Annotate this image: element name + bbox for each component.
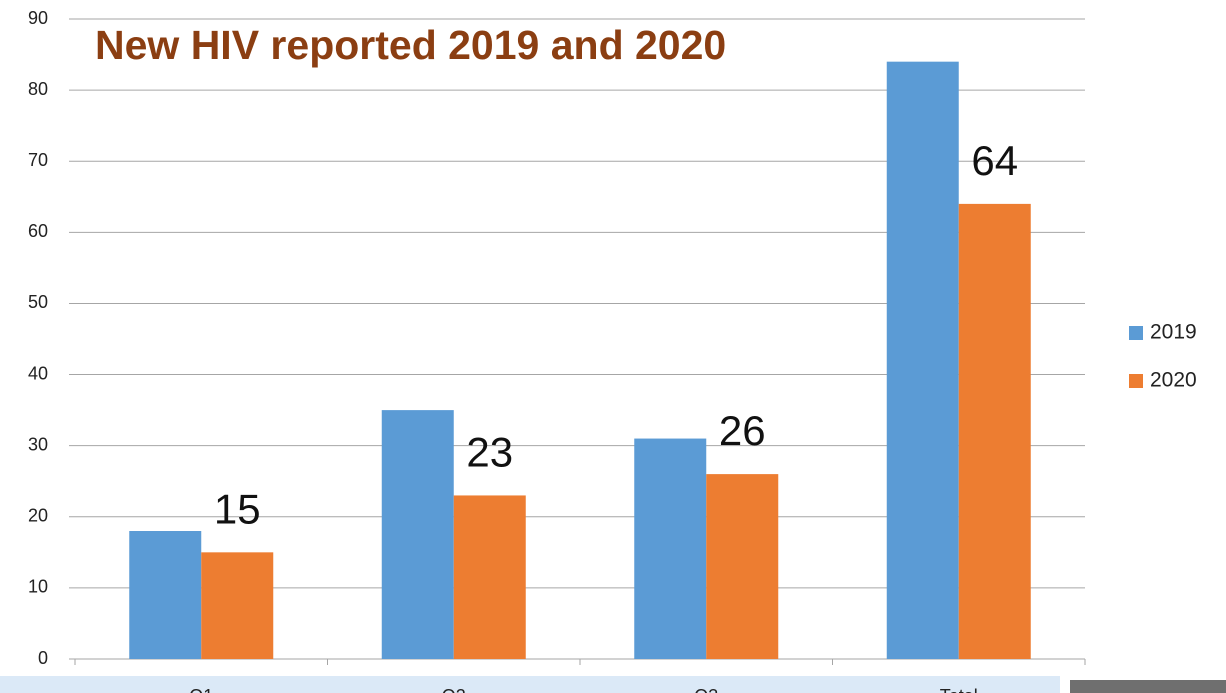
y-tick-label: 0 [38, 648, 48, 668]
x-tick-label: Total [940, 686, 978, 693]
legend-swatch [1129, 326, 1143, 340]
y-tick-label: 80 [28, 79, 48, 99]
legend-label: 2020 [1150, 369, 1197, 392]
bottom-image [1070, 680, 1226, 693]
bar [634, 438, 707, 659]
y-tick-label: 10 [28, 577, 48, 597]
y-tick-label: 90 [28, 8, 48, 28]
bar [381, 410, 454, 659]
legend-label: 2019 [1150, 321, 1197, 344]
bar [453, 495, 526, 659]
y-tick-label: 40 [28, 363, 48, 383]
chart-title: New HIV reported 2019 and 2020 [95, 22, 726, 68]
y-tick-label: 30 [28, 434, 48, 454]
y-tick-label: 60 [28, 221, 48, 241]
x-tick-label: Q1 [189, 686, 213, 693]
bar [886, 61, 959, 659]
data-label: 23 [466, 429, 513, 476]
legend-swatch [1129, 374, 1143, 388]
x-tick-label: Q3 [694, 686, 718, 693]
x-tick-label: Q2 [442, 686, 466, 693]
bar [958, 203, 1031, 659]
bottom-strip [0, 676, 1060, 693]
data-label: 26 [719, 407, 766, 454]
data-label: 64 [971, 137, 1018, 184]
y-tick-label: 50 [28, 292, 48, 312]
y-tick-label: 70 [28, 150, 48, 170]
bar [129, 531, 202, 659]
data-label: 15 [214, 485, 261, 532]
bar [706, 474, 779, 659]
y-tick-label: 20 [28, 506, 48, 526]
bar [201, 552, 274, 659]
